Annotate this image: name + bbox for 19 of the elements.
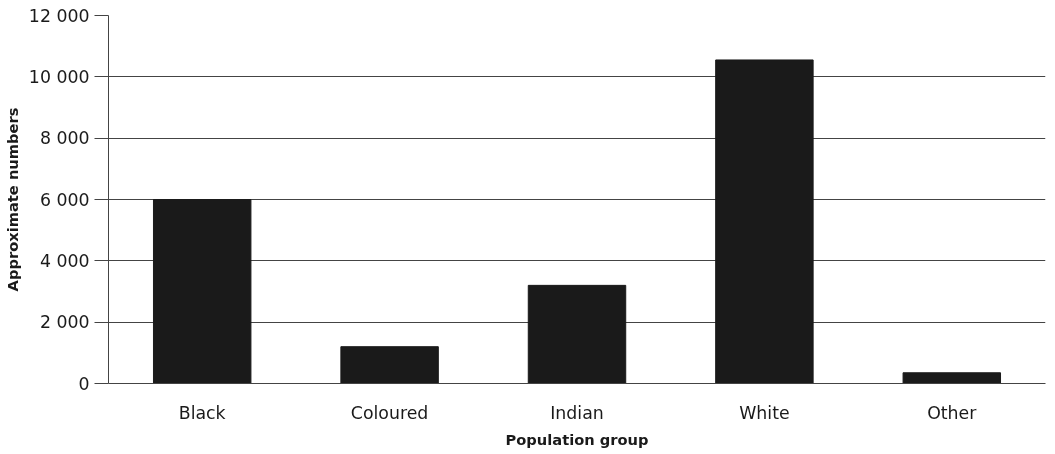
- bar: [902, 372, 1002, 384]
- y-tick-label: 2 000: [39, 312, 90, 333]
- y-tick-label: 8 000: [39, 128, 90, 149]
- x-tick-label: White: [739, 402, 790, 423]
- y-tick-label: 6 000: [39, 189, 90, 210]
- x-axis-title: Population group: [505, 430, 649, 448]
- x-tick-label: Black: [178, 402, 226, 423]
- bar: [340, 346, 439, 384]
- x-tick-label: Other: [927, 402, 978, 423]
- x-tick-label: Coloured: [350, 402, 429, 423]
- y-tick-label: 10 000: [28, 66, 90, 87]
- bar: [152, 199, 252, 384]
- y-tick-label: 12 000: [28, 5, 90, 26]
- y-tick-label: 0: [78, 373, 90, 394]
- bar: [715, 59, 814, 384]
- x-tick-label: Indian: [550, 402, 604, 423]
- y-tick-label: 4 000: [39, 250, 90, 271]
- bar: [527, 284, 627, 384]
- y-axis-title: Approximate numbers: [3, 107, 21, 292]
